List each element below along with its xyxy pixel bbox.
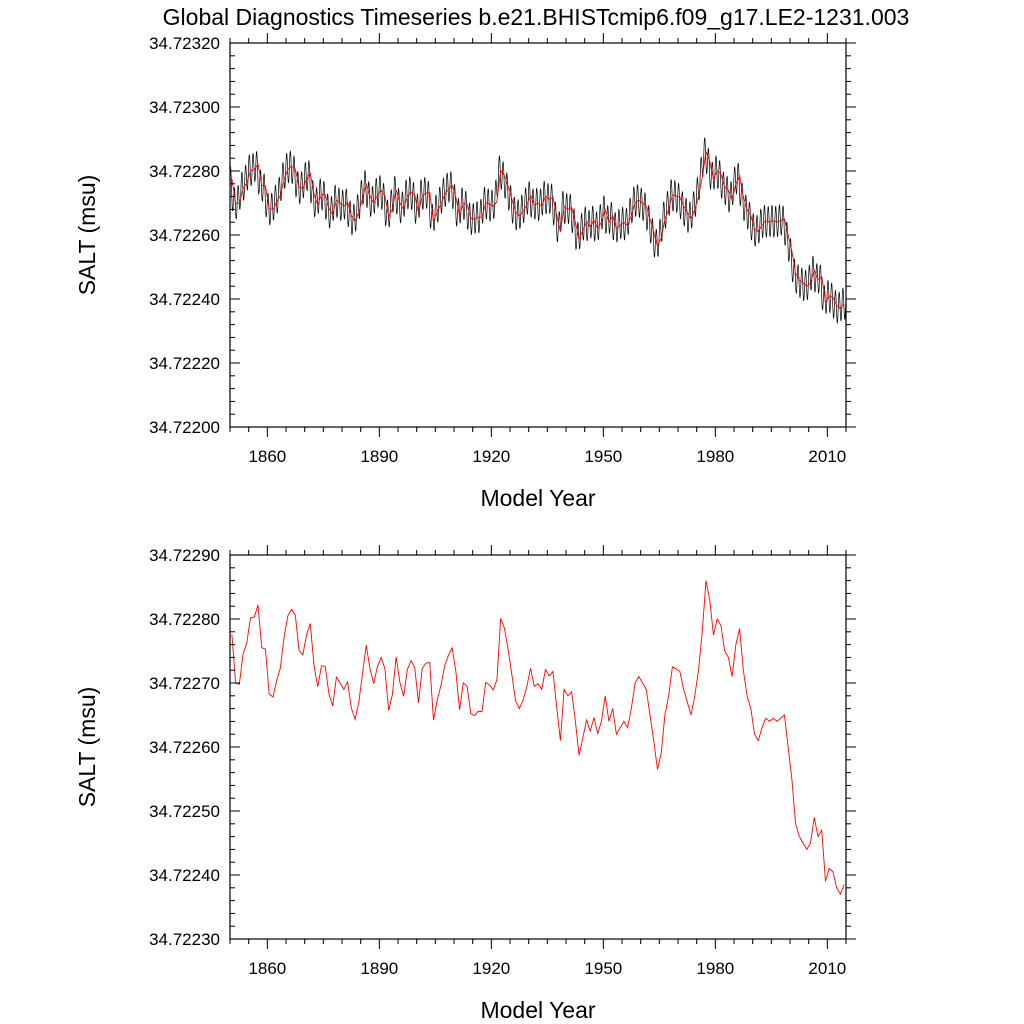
y-tick-label: 34.72220 (149, 354, 220, 373)
plot-frame (229, 42, 847, 428)
x-axis-label: Model Year (480, 997, 595, 1023)
y-tick-label: 34.72260 (149, 226, 220, 245)
figure-title: Global Diagnostics Timeseries b.e21.BHIS… (163, 4, 910, 30)
x-tick-label: 1860 (248, 447, 286, 466)
top-panel: 1860 1890 1920 1950 1980 2010 34.72200 34.72220… (74, 33, 856, 511)
y-tick-label: 34.72270 (149, 674, 220, 693)
x-tick-label: 1860 (248, 959, 286, 978)
y-tick-label: 34.72290 (149, 546, 220, 565)
x-tick-label: 1890 (360, 959, 398, 978)
y-axis-label: SALT (msu) (74, 175, 100, 296)
x-tick-label: 1980 (696, 959, 734, 978)
y-axis-label: SALT (msu) (74, 687, 100, 808)
y-tick-label: 34.72250 (149, 802, 220, 821)
y-tick-label: 34.72200 (149, 418, 220, 437)
x-tick-label: 2010 (808, 447, 846, 466)
y-tick-label: 34.72260 (149, 738, 220, 757)
x-axis-label: Model Year (480, 485, 595, 511)
x-tick-label: 1890 (360, 447, 398, 466)
series-annual-line (231, 580, 845, 896)
y-tick-label: 34.72240 (149, 866, 220, 885)
bottom-panel: 1860 1890 1920 1950 1980 2010 34.72230 34.72240… (74, 545, 856, 1023)
x-tick-label: 1920 (472, 959, 510, 978)
series-monthly-line (229, 137, 847, 324)
y-tick-label: 34.72280 (149, 162, 220, 181)
x-tick-label: 1950 (584, 447, 622, 466)
series-annual-line (231, 150, 845, 310)
x-tick-label: 1920 (472, 447, 510, 466)
x-tick-label: 2010 (808, 959, 846, 978)
y-tick-label: 34.72320 (149, 34, 220, 53)
y-tick-label: 34.72230 (149, 930, 220, 949)
plot-frame (229, 554, 847, 940)
y-tick-label: 34.72280 (149, 610, 220, 629)
x-tick-label: 1980 (696, 447, 734, 466)
y-tick-label: 34.72300 (149, 98, 220, 117)
x-tick-label: 1950 (584, 959, 622, 978)
y-tick-label: 34.72240 (149, 290, 220, 309)
